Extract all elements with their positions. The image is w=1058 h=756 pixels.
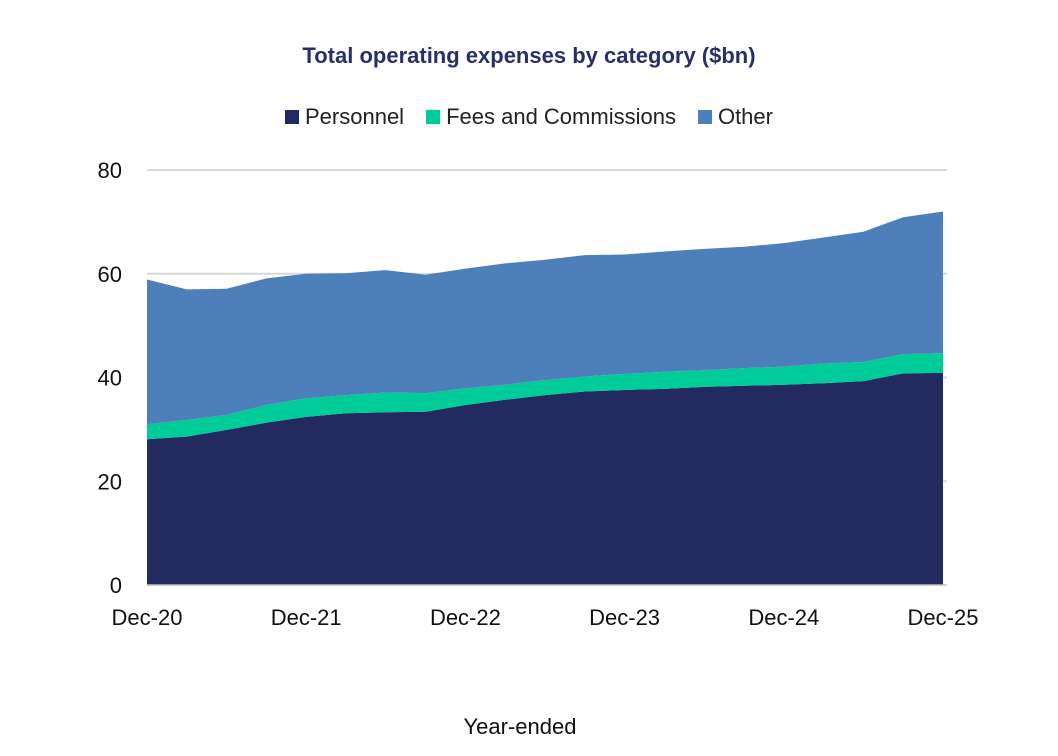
y-tick-label: 0 bbox=[110, 573, 122, 598]
x-tick-label: Dec-25 bbox=[908, 605, 979, 630]
legend-item: Other bbox=[697, 104, 773, 130]
area-other bbox=[147, 211, 943, 425]
y-tick-label: 80 bbox=[98, 158, 122, 183]
legend-swatch bbox=[697, 110, 712, 124]
legend-swatch bbox=[285, 110, 299, 124]
legend-swatch bbox=[426, 110, 441, 124]
x-tick-label: Dec-21 bbox=[271, 605, 342, 630]
x-tick-label: Dec-22 bbox=[430, 605, 501, 630]
plot-area: 0 20 40 60 80 Dec-20 Dec-21 Dec-22 Dec-23 Dec-24 D… bbox=[98, 158, 979, 630]
legend-label: Fees and Commissions bbox=[446, 104, 676, 129]
y-tick-label: 60 bbox=[98, 262, 122, 287]
legend: Personnel Fees and Commissions Other bbox=[0, 104, 1058, 130]
legend-item: Fees and Commissions bbox=[426, 104, 676, 130]
area-fees-and-commissions bbox=[147, 353, 943, 440]
x-tick-label: Dec-23 bbox=[589, 605, 660, 630]
area-personnel bbox=[147, 372, 943, 585]
y-tick-label: 20 bbox=[98, 469, 122, 494]
legend-label: Personnel bbox=[305, 104, 405, 129]
x-tick-label: Dec-20 bbox=[112, 605, 183, 630]
legend-label: Other bbox=[717, 104, 773, 129]
legend-item: Personnel bbox=[285, 104, 404, 130]
y-tick-label: 40 bbox=[98, 366, 122, 391]
x-axis-label: Year-ended bbox=[463, 714, 577, 739]
x-tick-label: Dec-24 bbox=[748, 605, 819, 630]
chart-title: Total operating expenses by category ($b… bbox=[302, 43, 756, 68]
